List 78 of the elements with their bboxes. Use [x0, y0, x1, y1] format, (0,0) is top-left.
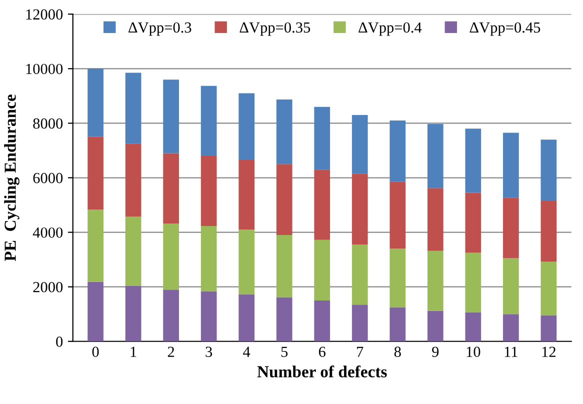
bar: [125, 72, 142, 144]
bar: [427, 124, 444, 188]
bar: [163, 153, 179, 224]
x-axis-title: Number of defects: [257, 365, 387, 378]
bar: [427, 310, 444, 342]
bar: [88, 210, 104, 282]
bar: [276, 297, 292, 342]
bar: [125, 286, 142, 342]
bar: [88, 68, 104, 137]
legend-label: ΔVpp=0.3: [128, 22, 192, 36]
y-tick-label: 0: [56, 336, 63, 347]
bar: [125, 216, 142, 286]
y-tick-label: 10000: [26, 64, 63, 74]
bar: [163, 80, 179, 154]
x-tick-label: 4: [243, 346, 250, 357]
x-tick-label: 12: [542, 346, 556, 357]
bar: [238, 230, 255, 294]
bar: [390, 182, 406, 249]
bar: [352, 304, 368, 342]
bar: [314, 300, 330, 342]
x-tick-label: 11: [504, 346, 518, 357]
bar: [390, 120, 406, 182]
x-tick-label: 8: [394, 346, 401, 357]
bar: [390, 307, 406, 342]
bar: [88, 136, 104, 210]
bar: [352, 244, 368, 305]
x-tick-label: 0: [92, 346, 99, 357]
bar: [314, 170, 330, 240]
bar: [390, 248, 406, 308]
bar: [163, 224, 179, 290]
y-tick-label: 4000: [32, 227, 63, 238]
x-tick-label: 7: [357, 346, 364, 357]
bar: [276, 164, 292, 236]
bar: [465, 252, 482, 312]
y-tick-label: 12000: [26, 9, 63, 20]
bar: [314, 106, 330, 170]
x-tick-label: 9: [432, 346, 439, 357]
legend-label: ΔVpp=0.45: [470, 22, 540, 36]
bar: [502, 198, 519, 258]
x-tick-label: 3: [206, 346, 212, 357]
bar: [200, 86, 217, 156]
bar: [314, 240, 330, 300]
legend-label: ΔVpp=0.4: [358, 22, 422, 36]
bar: [465, 128, 482, 193]
bar: [276, 235, 292, 298]
bar: [427, 188, 444, 251]
x-tick-label: 10: [466, 346, 480, 357]
bar: [540, 315, 557, 342]
bar: [540, 262, 557, 316]
bar: [465, 312, 482, 342]
bar: [352, 115, 368, 174]
bar: [502, 132, 519, 198]
bar: [502, 258, 519, 314]
bar: [88, 282, 104, 342]
bar: [200, 291, 217, 342]
x-tick-label: 1: [130, 346, 136, 357]
bar: [238, 294, 255, 342]
bar: [352, 174, 368, 245]
bar: [427, 250, 444, 311]
bar: [200, 226, 217, 292]
bar: [125, 144, 142, 216]
bar: [238, 160, 255, 230]
legend-label: ΔVpp=0.35: [240, 22, 310, 36]
bar: [465, 192, 482, 253]
y-tick-label: 6000: [33, 172, 63, 184]
bar: [540, 140, 557, 201]
bar: [540, 200, 557, 262]
y-axis-title: PE Cycling Endurance: [4, 94, 20, 262]
bar: [238, 93, 255, 160]
x-tick-label: 6: [318, 346, 326, 357]
bar: [200, 156, 217, 226]
bar: [276, 99, 292, 164]
bar: [502, 314, 519, 342]
bar: [163, 290, 179, 342]
x-tick-label: 2: [168, 346, 174, 357]
y-tick-label: 2000: [33, 282, 63, 292]
y-tick-label: 8000: [33, 118, 63, 129]
x-tick-label: 5: [281, 346, 288, 357]
